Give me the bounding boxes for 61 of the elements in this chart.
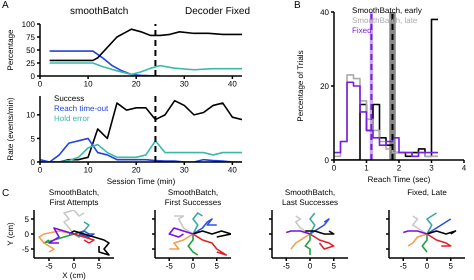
chart-title: SmoothBatch, First Attempts [48,188,100,208]
y-tick-label: 10 [26,110,36,120]
x-tick-label: 10 [84,80,94,89]
y-tick-label: 0 [30,158,36,167]
x-tick-label: 0 [38,166,43,175]
y-tick-label: 100 [22,20,36,29]
x-tick-label: 0 [38,80,43,89]
x-tick-label: 0 [332,164,337,173]
y-tick-label: 5 [24,214,30,224]
x-tick-label: -5 [282,262,290,271]
x-tick-label: 40 [228,80,238,89]
text: Fixed [352,26,373,36]
text: Hold error [54,114,91,124]
x-tick-label: 0 [190,262,196,271]
y-tick-label: 25 [26,58,36,68]
x-tick-label: 4 [462,164,467,173]
x-tick-label: 30 [180,166,190,175]
y-tick-label: -5 [22,244,30,254]
x-tick-label: 20 [132,166,142,175]
x-tick-label: 5 [448,262,454,271]
text: Reach time-out [54,104,108,114]
y-axis-title: Percentage of Trials [296,50,305,122]
x-tick-label: 3 [429,164,434,173]
y-tick-label: 50 [26,46,36,55]
x-tick-label: 5 [214,262,220,271]
x-tick-label: 5 [96,262,102,271]
x-tick-label: 40 [228,166,238,175]
chart-title: SmoothBatch, First Successes [164,188,222,208]
text: smoothBatch [70,6,128,17]
y-tick-label: 40 [320,8,330,17]
text: A [2,0,9,11]
text: B [294,0,301,11]
chart-title: Fixed, Late [406,188,448,198]
x-tick-label: -5 [45,262,54,271]
x-tick-label: 2 [396,164,402,173]
y-axis-title: Rate (events/min) [6,97,15,161]
x-tick-label: 30 [180,80,190,89]
x-tick-label: 20 [132,80,142,89]
chart-title: SmoothBatch, Last Successes [280,188,340,208]
y-tick-label: 0 [324,156,330,165]
x-tick-label: 0 [424,262,430,271]
x-axis-title: X (cm) [62,271,86,280]
x-tick-label: -5 [400,262,408,271]
y-tick-label: 75 [26,32,36,42]
y-tick-label: 5 [30,134,36,144]
x-axis-title: Reach Time (sec) [368,175,431,184]
series-label: SmoothBatch, early [352,6,422,16]
y-tick-label: 0 [24,230,30,239]
text: Decoder Fixed [185,6,250,17]
y-axis-title: Y (cm) [6,222,15,246]
x-tick-label: 10 [84,166,94,175]
x-tick-label: 0 [72,262,77,271]
x-tick-label: 0 [308,262,313,271]
y-axis-title: Percentage [6,28,15,70]
text: C [2,188,10,199]
x-axis-title: Session Time (min) [106,177,176,186]
x-tick-label: -5 [166,262,174,271]
y-tick-label: 0 [30,72,36,81]
x-tick-label: 5 [332,262,337,271]
x-tick-label: 1 [364,164,370,173]
text: Success [54,94,86,104]
